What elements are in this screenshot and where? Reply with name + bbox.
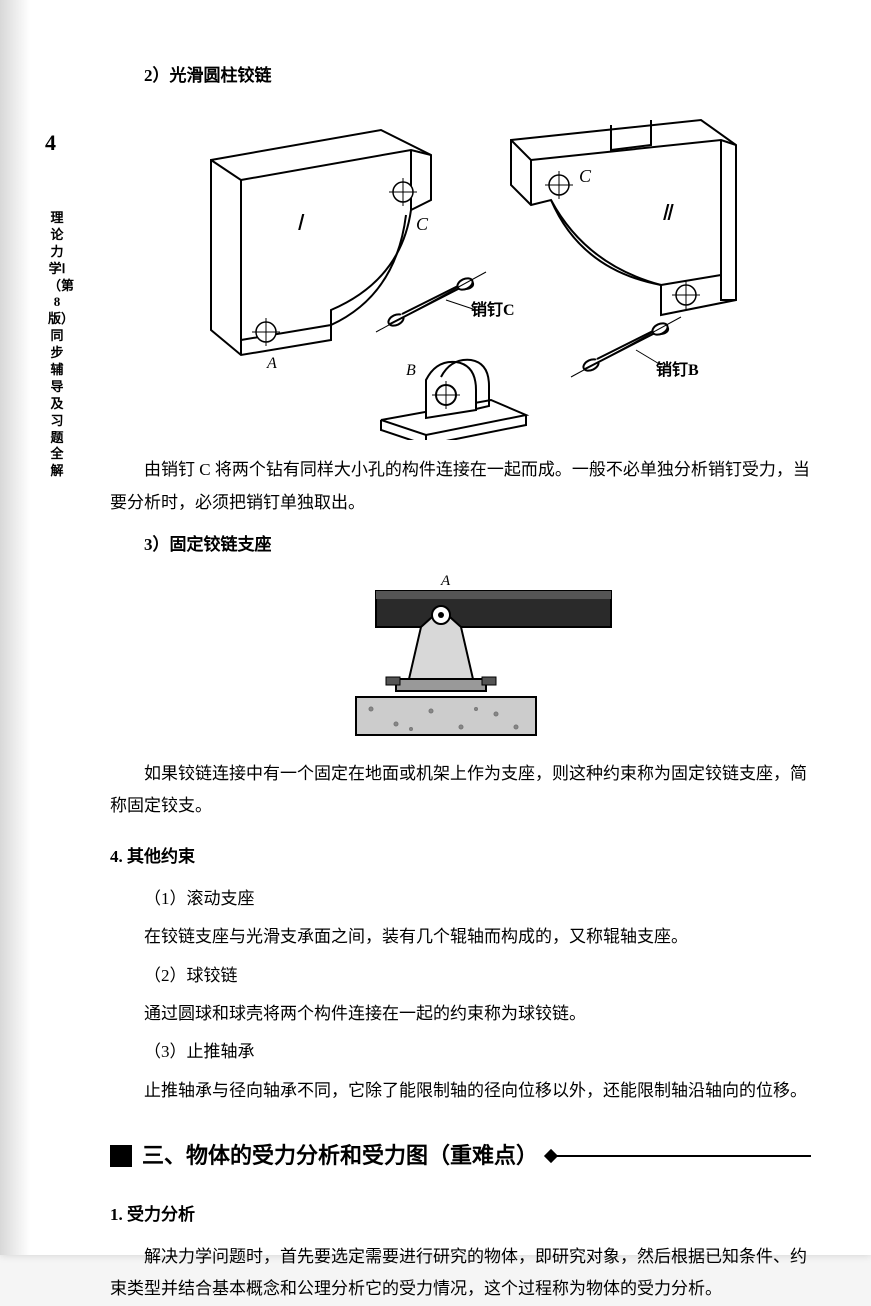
page-shadow-edge <box>0 0 30 1255</box>
side-book-title: 理论力学Ⅰ（第8版）同步辅导及习题全解 <box>48 210 66 480</box>
pin-joint-svg: Ⅰ C A <box>181 100 741 440</box>
item-3-title: （3）止推轴承 <box>110 1036 811 1068</box>
heading-other-constraints: 4. 其他约束 <box>110 841 811 873</box>
figure-pin-joint: Ⅰ C A <box>110 100 811 440</box>
section-rule-line <box>552 1155 811 1157</box>
label-A: A <box>266 355 277 372</box>
item-2-body: 通过圆球和球壳将两个构件连接在一起的约束称为球铰链。 <box>110 998 811 1030</box>
page-number: 4 <box>45 130 56 156</box>
para-force-analysis: 解决力学问题时，首先要选定需要进行研究的物体，即研究对象，然后根据已知条件、约束… <box>110 1241 811 1306</box>
main-content: 2）光滑圆柱铰链 Ⅰ C <box>110 60 811 1306</box>
para-pin-description: 由销钉 C 将两个钻有同样大小孔的构件连接在一起而成。一般不必单独分析销钉受力，… <box>110 454 811 519</box>
heading-force-analysis: 1. 受力分析 <box>110 1199 811 1231</box>
label-C-right: C <box>579 166 592 186</box>
label-C-left: C <box>416 214 429 234</box>
item-1-title: （1）滚动支座 <box>110 883 811 915</box>
label-pinB: 销钉B <box>656 360 699 379</box>
page: 4 理论力学Ⅰ（第8版）同步辅导及习题全解 2）光滑圆柱铰链 <box>0 0 871 1255</box>
label-pinC: 销钉C <box>471 300 515 319</box>
section-header: 三、物体的受力分析和受力图（重难点） <box>110 1135 811 1177</box>
label-B: B <box>406 362 416 379</box>
para-fixed-hinge: 如果铰链连接中有一个固定在地面或机架上作为支座，则这种约束称为固定铰链支座，简称… <box>110 758 811 823</box>
fixed-hinge-svg: A <box>301 569 621 744</box>
heading-fixed-hinge: 3）固定铰链支座 <box>110 529 811 561</box>
item-3-body: 止推轴承与径向轴承不同，它除了能限制轴的径向位移以外，还能限制轴沿轴向的位移。 <box>110 1075 811 1107</box>
section-square-icon <box>110 1145 132 1167</box>
fig2-label-A: A <box>440 573 451 589</box>
item-2-title: （2）球铰链 <box>110 960 811 992</box>
item-1-body: 在铰链支座与光滑支承面之间，装有几个辊轴而构成的，又称辊轴支座。 <box>110 921 811 953</box>
figure-fixed-hinge: A <box>110 569 811 744</box>
section-title: 三、物体的受力分析和受力图（重难点） <box>142 1135 538 1177</box>
heading-smooth-pin: 2）光滑圆柱铰链 <box>110 60 811 92</box>
